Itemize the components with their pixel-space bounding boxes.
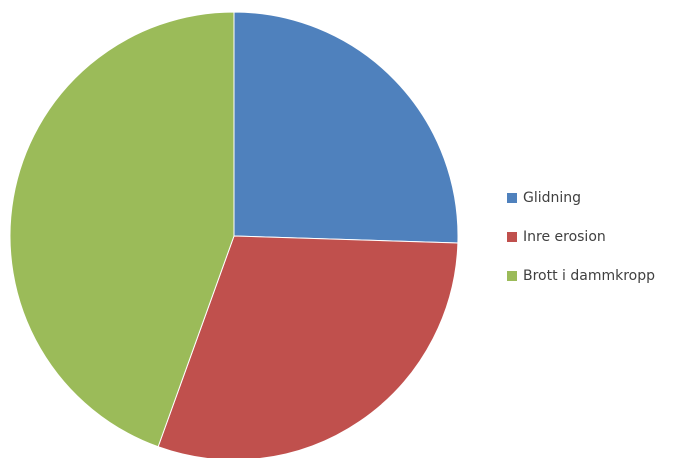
legend-swatch-brott-i-dammkropp (507, 271, 517, 281)
legend-label-glidning: Glidning (523, 190, 582, 206)
pie-slices (9, 11, 459, 458)
slice-inre-erosion (157, 235, 459, 458)
slice-glidning (233, 11, 459, 244)
legend-item-brott-i-dammkropp: Brott i dammkropp (507, 266, 677, 286)
chart-legend: Glidning Inre erosion Brott i dammkropp (507, 188, 677, 305)
legend-swatch-glidning (507, 193, 517, 203)
legend-label-brott-i-dammkropp: Brott i dammkropp (523, 268, 656, 284)
legend-item-inre-erosion: Inre erosion (507, 227, 677, 247)
legend-label-inre-erosion: Inre erosion (523, 229, 606, 245)
legend-swatch-inre-erosion (507, 232, 517, 242)
slice-brott-i-dammkropp (9, 11, 235, 448)
legend-item-glidning: Glidning (507, 188, 677, 208)
